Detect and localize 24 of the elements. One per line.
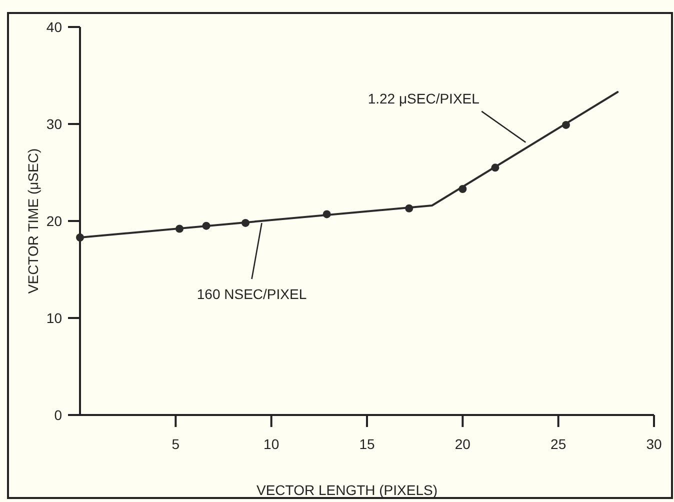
point	[76, 233, 84, 242]
point	[242, 218, 250, 227]
x-tick-label: 5	[172, 436, 180, 452]
point	[322, 210, 331, 218]
point	[458, 184, 467, 193]
point	[562, 120, 570, 129]
y-tick-label: 40	[46, 18, 62, 35]
point	[175, 224, 184, 233]
point	[202, 222, 210, 230]
x-tick-label: 25	[550, 436, 566, 452]
annotation: 160 NSEC/PIXEL	[196, 286, 307, 302]
x-axis-title: VECTOR LENGTH (PIXELS)	[256, 482, 438, 498]
y-tick-label: 20	[46, 212, 62, 229]
point	[405, 204, 414, 212]
x-tick-label: 15	[359, 436, 375, 452]
y-tick-label: 0	[54, 406, 62, 423]
x-tick-label: 30	[646, 436, 662, 452]
y-tick-label: 30	[46, 116, 62, 132]
annotation: 1.22 μSEC/PIXEL	[368, 90, 480, 106]
y-tick-label: 10	[46, 310, 62, 326]
y-axis-title: VECTOR TIME (μSEC)	[25, 148, 41, 294]
x-tick-label: 10	[264, 436, 280, 452]
x-tick-label: 20	[454, 436, 471, 452]
point	[491, 164, 500, 172]
